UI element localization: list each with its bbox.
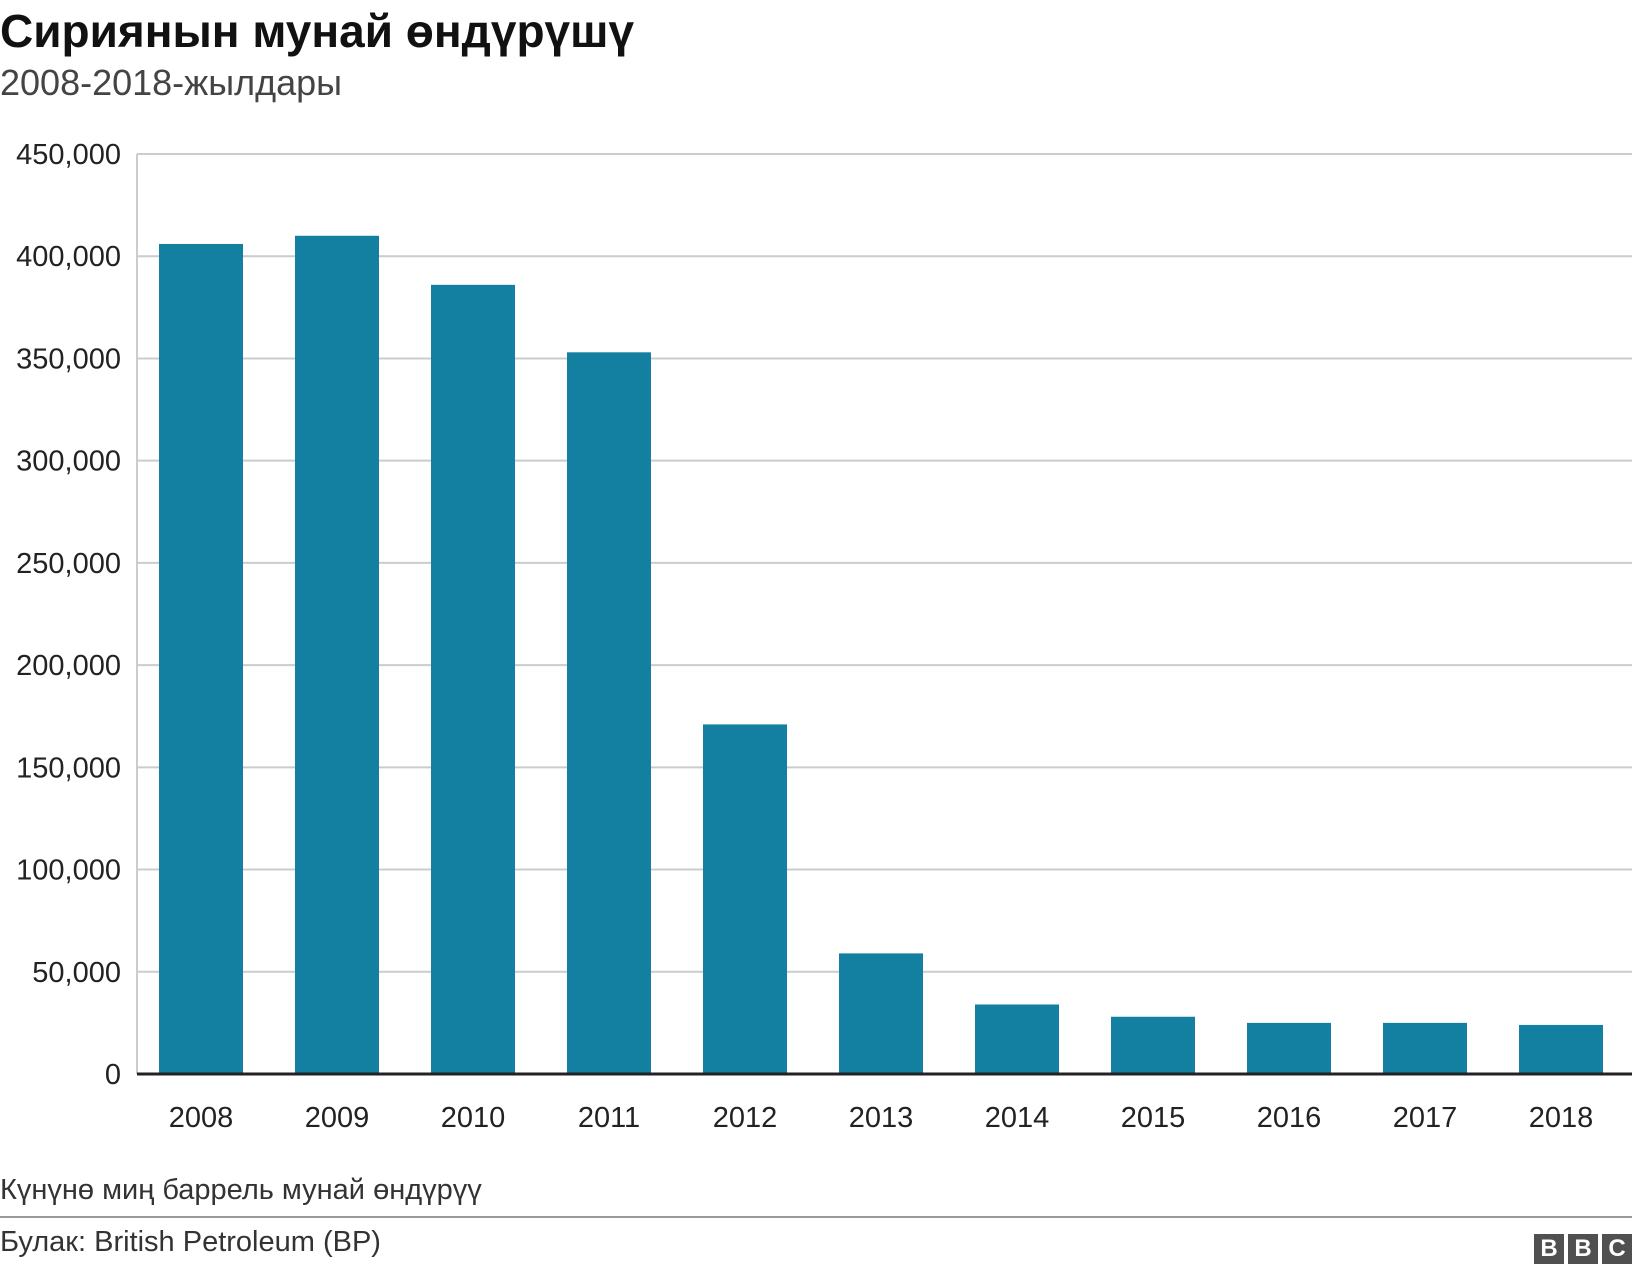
- chart-title: Сириянын мунай өндүрүшү: [0, 5, 635, 57]
- x-tick-label: 2009: [305, 1102, 370, 1134]
- x-tick-label: 2014: [985, 1102, 1050, 1134]
- y-tick-label: 100,000: [16, 855, 121, 887]
- bar-2018: [1519, 1024, 1603, 1074]
- bar-2009: [295, 235, 379, 1074]
- x-tick-label: 2017: [1393, 1102, 1458, 1134]
- bar-2016: [1247, 1022, 1331, 1074]
- chart-note: Күнүнө миң баррель мунай өндүрүү: [0, 1174, 482, 1206]
- y-tick-label: 400,000: [16, 241, 121, 273]
- chart-subtitle: 2008-2018-жылдары: [0, 62, 343, 103]
- bbc-logo: B B C: [1534, 1234, 1632, 1264]
- bar-2010: [431, 284, 515, 1074]
- bar-2012: [703, 724, 787, 1074]
- bar-2008: [159, 243, 243, 1074]
- x-tick-label: 2013: [849, 1102, 914, 1134]
- x-axis-tick-labels: 2008 2009 2010 2011 2012 2013 2014 2015 2016 2017…: [169, 1102, 1594, 1134]
- bar-2011: [567, 352, 651, 1074]
- y-tick-label: 300,000: [16, 446, 121, 478]
- bbc-logo-block: C: [1602, 1234, 1632, 1264]
- x-tick-label: 2015: [1121, 1102, 1186, 1134]
- y-tick-label: 50,000: [32, 957, 121, 989]
- x-tick-label: 2010: [441, 1102, 506, 1134]
- y-tick-label: 200,000: [16, 650, 121, 682]
- x-tick-label: 2008: [169, 1102, 234, 1134]
- bars: [159, 235, 1603, 1074]
- y-tick-label: 150,000: [16, 752, 121, 784]
- x-tick-label: 2012: [713, 1102, 778, 1134]
- bar-2014: [975, 1004, 1059, 1074]
- y-axis-tick-labels: 0 50,000 100,000 150,000 200,000 250,000 300,0…: [16, 139, 121, 1091]
- y-tick-label: 450,000: [16, 139, 121, 171]
- source-text: Булак: British Petroleum (BP): [0, 1226, 381, 1258]
- y-tick-label: 350,000: [16, 343, 121, 375]
- bbc-logo-block: B: [1534, 1234, 1564, 1264]
- x-tick-label: 2018: [1529, 1102, 1594, 1134]
- footer-divider: [0, 1216, 1632, 1218]
- bbc-logo-block: B: [1568, 1234, 1598, 1264]
- y-tick-label: 0: [105, 1059, 121, 1091]
- bar-2017: [1383, 1022, 1467, 1074]
- bar-2013: [839, 953, 923, 1074]
- x-tick-label: 2016: [1257, 1102, 1322, 1134]
- bar-2015: [1111, 1016, 1195, 1074]
- x-tick-label: 2011: [578, 1102, 640, 1134]
- y-tick-label: 250,000: [16, 548, 121, 580]
- gridlines: [136, 153, 1632, 1074]
- bar-chart: 0 50,000 100,000 150,000 200,000 250,000 300,0…: [16, 139, 1632, 1134]
